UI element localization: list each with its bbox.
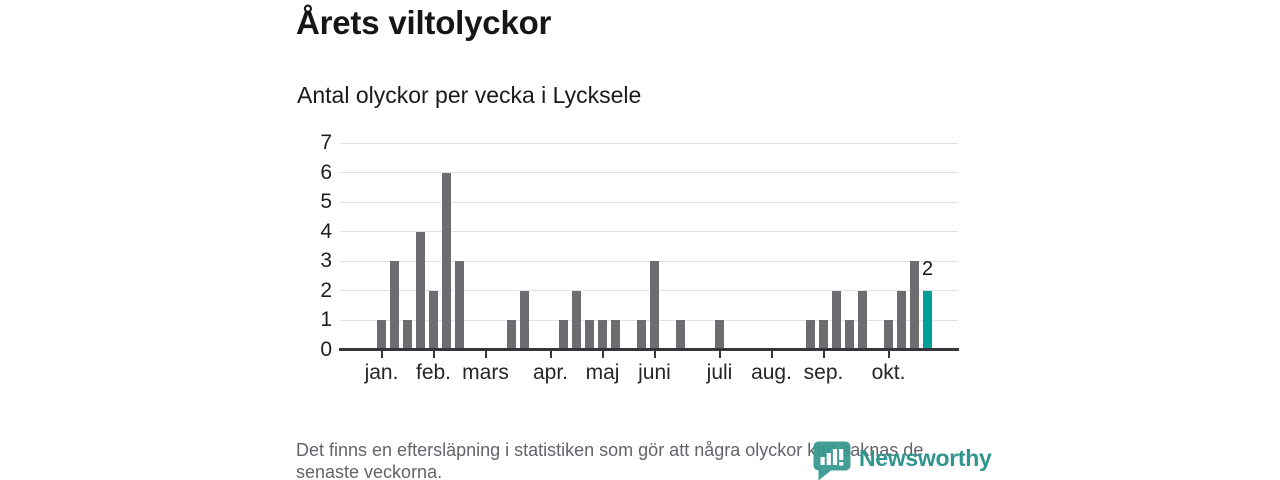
footnote-line: senaste veckorna. bbox=[296, 461, 443, 480]
highlight-value-label: 2 bbox=[921, 257, 934, 280]
bar bbox=[390, 261, 399, 350]
y-tick-label: 1 bbox=[320, 308, 332, 332]
bar bbox=[598, 320, 607, 350]
gridline bbox=[340, 142, 958, 144]
y-tick-label: 4 bbox=[320, 219, 332, 243]
footnote: Det finns en eftersläpning i statistiken… bbox=[296, 440, 996, 480]
gridline bbox=[340, 201, 958, 203]
month-label: okt. bbox=[871, 361, 906, 384]
x-axis-tick bbox=[822, 350, 825, 358]
month-label: juni bbox=[638, 361, 671, 384]
gridline bbox=[340, 172, 958, 174]
y-tick-label: 6 bbox=[320, 160, 332, 184]
bar bbox=[819, 320, 828, 350]
bar bbox=[429, 290, 438, 350]
newsworthy-logo: Newsworthy bbox=[812, 440, 992, 480]
x-axis-tick bbox=[380, 350, 383, 358]
chart-subtitle: Antal olyckor per vecka i Lycksele bbox=[297, 82, 642, 108]
x-axis-tick bbox=[549, 350, 552, 358]
y-tick-label: 2 bbox=[320, 278, 332, 302]
bar bbox=[442, 172, 451, 350]
bar bbox=[806, 320, 815, 350]
bar bbox=[520, 290, 529, 350]
y-tick-label: 3 bbox=[320, 249, 332, 273]
gridline bbox=[340, 319, 958, 321]
x-axis-tick bbox=[601, 350, 604, 358]
x-axis-line bbox=[339, 348, 959, 351]
x-axis-tick bbox=[887, 350, 890, 358]
bar bbox=[650, 261, 659, 350]
gridline bbox=[340, 260, 958, 262]
bar bbox=[403, 320, 412, 350]
bar bbox=[507, 320, 516, 350]
month-label: aug. bbox=[751, 361, 792, 384]
bar bbox=[676, 320, 685, 350]
y-tick-label: 0 bbox=[320, 338, 332, 361]
x-axis-tick bbox=[653, 350, 656, 358]
month-label: mars bbox=[462, 361, 509, 384]
gridline bbox=[340, 231, 958, 233]
bar bbox=[715, 320, 724, 350]
y-tick-label: 7 bbox=[320, 131, 332, 154]
bar bbox=[559, 320, 568, 350]
bar bbox=[637, 320, 646, 350]
bar bbox=[455, 261, 464, 350]
bar bbox=[884, 320, 893, 350]
bar bbox=[910, 261, 919, 350]
bar bbox=[832, 290, 841, 350]
bar bbox=[897, 290, 906, 350]
x-axis-tick bbox=[432, 350, 435, 358]
y-tick-label: 5 bbox=[320, 190, 332, 214]
bar bbox=[585, 320, 594, 350]
x-axis-tick bbox=[484, 350, 487, 358]
month-label: juli bbox=[706, 361, 733, 384]
month-label: maj bbox=[585, 361, 620, 384]
bar bbox=[572, 290, 581, 350]
bar bbox=[858, 290, 867, 350]
month-label: jan. bbox=[364, 361, 399, 384]
x-axis-tick bbox=[718, 350, 721, 358]
newsworthy-logo-icon bbox=[813, 441, 851, 480]
bar bbox=[845, 320, 854, 350]
month-label: feb. bbox=[415, 361, 452, 384]
gridline bbox=[340, 290, 958, 292]
x-axis-tick bbox=[770, 350, 773, 358]
bar bbox=[923, 290, 932, 350]
plot-area: 2 jan. feb. mars apr. maj juni juli aug. sep. okt. bbox=[339, 142, 959, 384]
bar bbox=[377, 320, 386, 350]
month-label: sep. bbox=[803, 361, 844, 384]
month-label: apr. bbox=[532, 361, 569, 384]
bar bbox=[416, 231, 425, 350]
newsworthy-wordmark: Newsworthy bbox=[859, 445, 992, 471]
chart-title: Årets viltolyckor bbox=[296, 4, 552, 41]
bar bbox=[611, 320, 620, 350]
footnote-line: Det finns en eftersläpning i statistiken… bbox=[296, 440, 924, 460]
